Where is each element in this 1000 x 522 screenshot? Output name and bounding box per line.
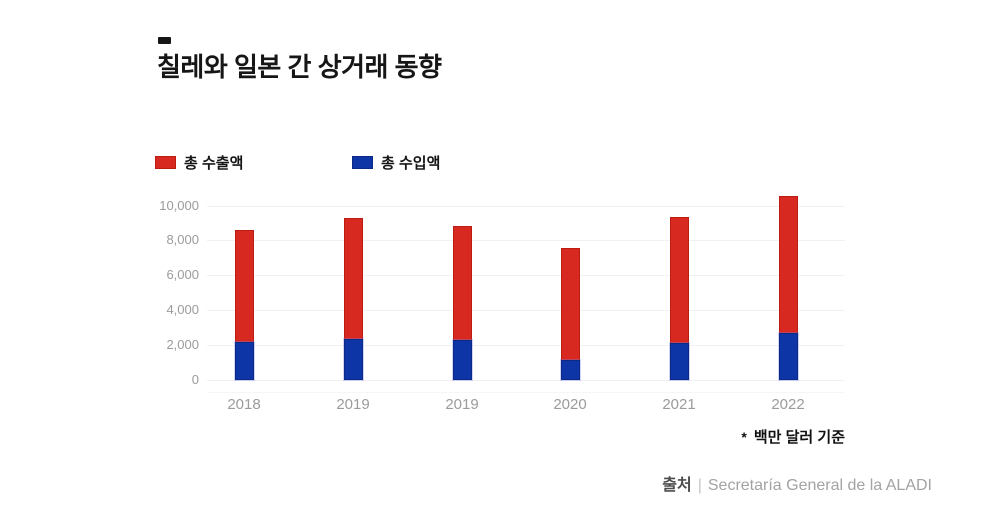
legend-swatch-exports	[155, 156, 176, 169]
import-bar	[560, 359, 580, 380]
source-text: Secretaría General de la ALADI	[707, 477, 932, 494]
unit-footnote: * 백만 달러 기준	[741, 426, 845, 447]
legend-item-imports: 총 수입액	[352, 152, 440, 173]
source-separator: |	[697, 477, 702, 494]
y-axis-tick-label: 2,000	[166, 337, 199, 353]
y-axis-tick-label: 0	[191, 372, 199, 387]
y-axis-tick-label: 10,000	[159, 197, 199, 213]
legend-swatch-imports	[352, 156, 373, 169]
gridline	[207, 205, 845, 207]
plot-bottom-border	[207, 392, 845, 393]
x-axis-label: 2019	[336, 396, 370, 413]
import-bar	[778, 332, 798, 380]
import-bar	[452, 339, 472, 380]
source-label: 출처	[662, 477, 692, 494]
x-axis-label: 2020	[553, 396, 587, 413]
import-bar	[669, 343, 689, 380]
y-axis-tick-label: 4,000	[166, 302, 199, 318]
gridline	[207, 275, 845, 277]
source-line: 출처 | Secretaría General de la ALADI	[662, 471, 932, 495]
footnote-text: 백만 달러 기준	[753, 429, 845, 446]
gridline	[207, 310, 845, 312]
footnote-asterisk: *	[741, 429, 747, 445]
y-axis-tick-label: 8,000	[166, 232, 199, 248]
import-bar	[234, 342, 254, 380]
y-axis-tick-label: 6,000	[166, 267, 199, 283]
gridline	[207, 240, 845, 242]
legend-label-imports: 총 수입액	[381, 155, 441, 172]
x-axis-label: 2022	[771, 396, 805, 413]
import-bar	[343, 339, 363, 380]
title-accent-dash	[158, 37, 171, 44]
page-title: 칠레와 일본 간 상거래 동향	[157, 52, 442, 82]
x-axis-label: 2019	[445, 396, 479, 413]
x-axis-label: 2021	[662, 396, 696, 413]
gridline	[207, 380, 845, 381]
legend-label-exports: 총 수출액	[184, 155, 244, 172]
x-axis-label: 2018	[227, 396, 261, 413]
gridline	[207, 345, 845, 347]
legend-item-exports: 총 수출액	[155, 152, 243, 173]
